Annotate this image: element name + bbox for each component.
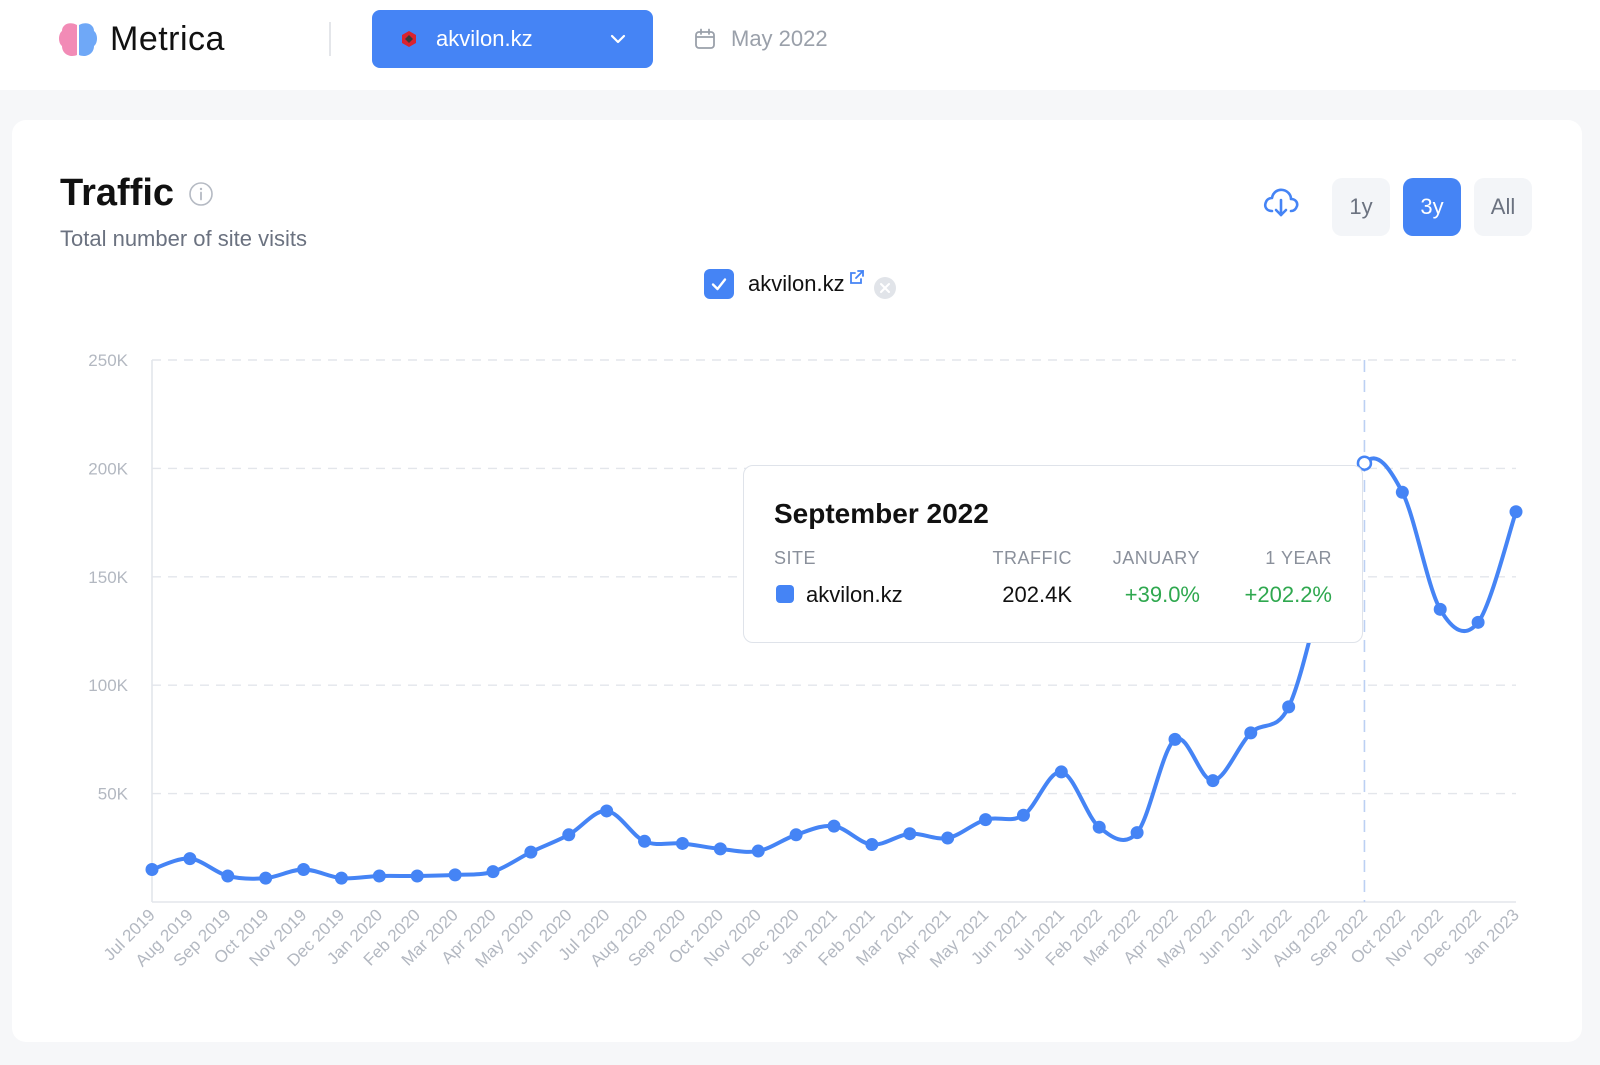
- data-point[interactable]: [751, 844, 765, 858]
- series-legend: akvilon.kz: [704, 268, 897, 300]
- data-point[interactable]: [562, 828, 576, 842]
- data-point[interactable]: [410, 869, 424, 883]
- data-point[interactable]: [183, 852, 197, 866]
- data-point[interactable]: [1244, 726, 1258, 740]
- tooltip-header-site: SITE: [774, 548, 817, 568]
- tooltip-year-change: +202.2%: [1244, 582, 1332, 607]
- y-tick-label: 250K: [88, 351, 128, 370]
- range-all-button[interactable]: All: [1474, 178, 1532, 236]
- checkmark-icon: [711, 278, 727, 291]
- data-point[interactable]: [372, 869, 386, 883]
- data-point[interactable]: [1433, 602, 1447, 616]
- tooltip-january-change: +39.0%: [1124, 582, 1200, 607]
- data-point[interactable]: [524, 845, 538, 859]
- data-point[interactable]: [1092, 820, 1106, 834]
- data-point[interactable]: [713, 842, 727, 856]
- remove-series-icon[interactable]: [873, 276, 897, 300]
- y-tick-label: 200K: [88, 459, 128, 478]
- range-3y-button[interactable]: 3y: [1403, 178, 1461, 236]
- data-point[interactable]: [1016, 808, 1030, 822]
- info-icon[interactable]: [188, 181, 214, 207]
- app-logo[interactable]: Metrica: [58, 20, 225, 59]
- data-point[interactable]: [789, 828, 803, 842]
- top-bar: Metrica akvilon.kz May 2022: [0, 0, 1600, 90]
- site-select-label: akvilon.kz: [436, 26, 533, 51]
- tooltip-traffic: 202.4K: [1002, 582, 1072, 607]
- panel-subtitle: Total number of site visits: [60, 226, 307, 251]
- data-point[interactable]: [865, 838, 879, 852]
- legend-label: akvilon.kz: [748, 271, 845, 296]
- data-point[interactable]: [941, 831, 955, 845]
- data-point[interactable]: [259, 871, 273, 885]
- data-point[interactable]: [448, 868, 462, 882]
- data-point[interactable]: [600, 804, 614, 818]
- tooltip-header-traffic: TRAFFIC: [992, 548, 1072, 568]
- data-point[interactable]: [1282, 700, 1296, 714]
- tooltip-header-year: 1 YEAR: [1265, 548, 1332, 568]
- series-checkbox[interactable]: [704, 269, 734, 299]
- date-picker[interactable]: May 2022: [693, 26, 828, 52]
- panel-title: Traffic: [60, 172, 175, 214]
- data-point[interactable]: [1509, 505, 1523, 519]
- data-point[interactable]: [221, 869, 235, 883]
- app-name: Metrica: [110, 20, 225, 58]
- data-point[interactable]: [675, 836, 689, 850]
- data-point[interactable]: [1395, 485, 1409, 499]
- external-link-icon[interactable]: [849, 269, 865, 285]
- calendar-icon: [695, 28, 715, 49]
- header-divider: [329, 22, 331, 56]
- data-point[interactable]: [1471, 615, 1485, 629]
- data-point[interactable]: [1054, 765, 1068, 779]
- date-label: May 2022: [731, 26, 828, 51]
- data-point[interactable]: [486, 865, 500, 879]
- data-point[interactable]: [334, 871, 348, 885]
- y-axis-ticks: 50K 100K 150K 200K 250K: [88, 351, 128, 804]
- data-point[interactable]: [1168, 732, 1182, 746]
- data-point[interactable]: [145, 862, 159, 876]
- tooltip-site: akvilon.kz: [806, 582, 903, 607]
- tooltip-series-swatch: [776, 585, 794, 603]
- tooltip-title: September 2022: [774, 498, 989, 529]
- data-point[interactable]: [979, 813, 993, 827]
- y-tick-label: 50K: [98, 785, 129, 804]
- site-favicon-icon: [402, 31, 416, 47]
- y-tick-label: 100K: [88, 676, 128, 695]
- y-tick-label: 150K: [88, 568, 128, 587]
- chart-axes: [151, 360, 1516, 903]
- chevron-down-icon: [610, 34, 626, 44]
- range-1y-button[interactable]: 1y: [1332, 178, 1390, 236]
- data-tooltip: September 2022 SITE TRAFFIC JANUARY 1 YE…: [743, 465, 1363, 643]
- site-select-dropdown[interactable]: akvilon.kz: [372, 10, 653, 68]
- data-point[interactable]: [1130, 826, 1144, 840]
- data-point[interactable]: [1206, 774, 1220, 788]
- data-point[interactable]: [903, 827, 917, 841]
- data-point-highlighted[interactable]: [1356, 455, 1373, 471]
- tooltip-header-january: JANUARY: [1112, 548, 1200, 568]
- data-point[interactable]: [638, 834, 652, 848]
- data-point[interactable]: [297, 862, 311, 876]
- brain-logo-icon: [59, 22, 97, 56]
- cloud-download-icon[interactable]: [1261, 182, 1301, 222]
- data-point[interactable]: [827, 819, 841, 833]
